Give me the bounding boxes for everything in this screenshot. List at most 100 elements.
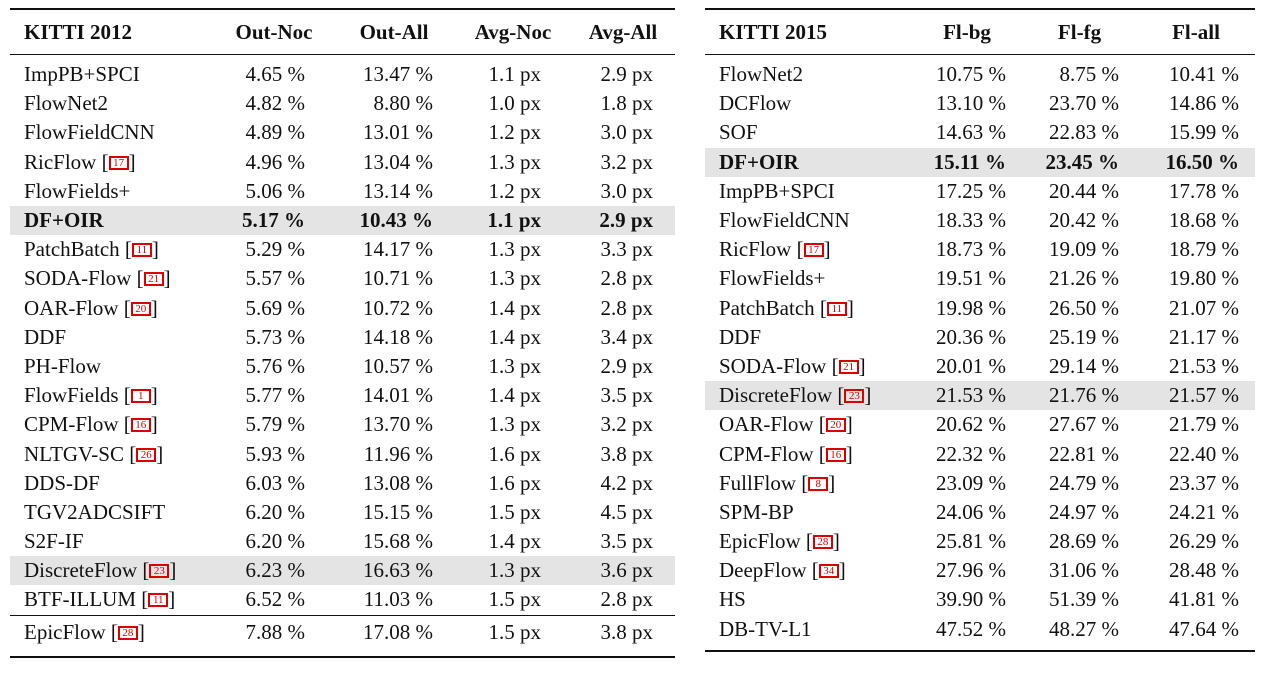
citation-link[interactable]: 23 bbox=[844, 389, 865, 404]
method-name: DDF bbox=[24, 324, 67, 349]
citation-link[interactable]: 26 bbox=[136, 447, 157, 462]
table-row: RicFlow [17] 18.73 % 19.09 % 18.79 % bbox=[705, 235, 1255, 264]
method-name: OAR-Flow bbox=[719, 412, 814, 437]
method-name-cell: DF+OIR bbox=[10, 205, 215, 236]
method-name-cell: ImpPB+SPCI bbox=[705, 177, 912, 206]
value-cell: 3.2 px bbox=[600, 412, 654, 437]
value-cell: 1.8 px bbox=[600, 91, 654, 116]
value-cell: 21.26 % bbox=[1049, 266, 1119, 291]
method-name-cell: FlowFieldCNN bbox=[10, 118, 215, 147]
method-name: ImpPB+SPCI bbox=[719, 178, 835, 203]
value-cell: 27.96 % bbox=[936, 558, 1006, 583]
value-cell: 10.75 % bbox=[936, 62, 1006, 87]
table-row: OAR-Flow [20] 20.62 % 27.67 % 21.79 % bbox=[705, 410, 1255, 439]
value-cell: 5.76 % bbox=[245, 353, 306, 378]
value-cell: 14.86 % bbox=[1169, 91, 1239, 116]
method-name: DB-TV-L1 bbox=[719, 616, 812, 641]
value-cell: 3.6 px bbox=[571, 556, 675, 586]
method-name: ImpPB+SPCI bbox=[24, 62, 140, 87]
method-name-cell: RicFlow [17] bbox=[24, 149, 136, 174]
value-cell: 26.50 % bbox=[1049, 295, 1119, 320]
value-cell: 21.07 % bbox=[1169, 295, 1239, 320]
citation-link[interactable]: 16 bbox=[130, 418, 151, 433]
citation-link[interactable]: 20 bbox=[825, 418, 846, 433]
citation-link[interactable]: 11 bbox=[148, 593, 169, 608]
citation-link[interactable]: 11 bbox=[826, 301, 847, 316]
table-row: EpicFlow [28] 25.81 % 28.69 % 26.29 % bbox=[705, 527, 1255, 556]
method-name: PatchBatch bbox=[719, 295, 815, 320]
citation-link[interactable]: 23 bbox=[149, 564, 170, 579]
value-cell: 17.08 % bbox=[333, 614, 455, 658]
value-cell: 24.21 % bbox=[1169, 499, 1239, 524]
value-cell: 20.44 % bbox=[1049, 178, 1119, 203]
value-cell: 10.41 % bbox=[1169, 62, 1239, 87]
value-cell: 47.52 % bbox=[912, 614, 1022, 652]
method-name: FlowNet2 bbox=[719, 62, 803, 87]
table-row: RicFlow [17] 4.96 % 13.04 % 1.3 px 3.2 px bbox=[10, 148, 675, 177]
value-cell: 20.01 % bbox=[936, 353, 1006, 378]
table-row: ImpPB+SPCI 4.65 % 13.47 % 1.1 px 2.9 px bbox=[10, 55, 675, 90]
value-cell: 1.5 px bbox=[455, 614, 571, 658]
citation-link[interactable]: 34 bbox=[818, 564, 839, 579]
method-name: RicFlow bbox=[24, 149, 97, 174]
table-row: PH-Flow 5.76 % 10.57 % 1.3 px 2.9 px bbox=[10, 352, 675, 381]
value-cell: 1.3 px bbox=[488, 237, 542, 262]
value-cell: 23.70 % bbox=[1049, 91, 1119, 116]
table-row: FlowNet2 4.82 % 8.80 % 1.0 px 1.8 px bbox=[10, 89, 675, 118]
value-cell: 4.5 px bbox=[600, 499, 654, 524]
value-cell: 28.69 % bbox=[1049, 529, 1119, 554]
method-name: DDS-DF bbox=[24, 470, 100, 495]
value-cell: 5.79 % bbox=[245, 412, 306, 437]
value-cell: 22.81 % bbox=[1049, 441, 1119, 466]
method-name: SODA-Flow bbox=[24, 266, 132, 291]
method-name: FlowNet2 bbox=[24, 91, 108, 116]
value-cell: 10.57 % bbox=[363, 353, 433, 378]
method-name: EpicFlow bbox=[719, 529, 801, 554]
citation-link[interactable]: 16 bbox=[825, 447, 846, 462]
citation-link[interactable]: 28 bbox=[812, 535, 833, 550]
value-cell: 11.03 % bbox=[363, 587, 433, 612]
table-row: HS 39.90 % 51.39 % 41.81 % bbox=[705, 585, 1255, 614]
citation-link[interactable]: 17 bbox=[803, 243, 824, 258]
citation-link[interactable]: 17 bbox=[108, 155, 129, 170]
value-cell: 19.51 % bbox=[936, 266, 1006, 291]
value-cell: 15.99 % bbox=[1169, 120, 1239, 145]
value-cell: 13.04 % bbox=[363, 149, 433, 174]
value-cell: 14.63 % bbox=[936, 120, 1006, 145]
value-cell: 6.23 % bbox=[215, 556, 333, 586]
method-name-cell: DDF bbox=[10, 323, 215, 352]
table-row: DeepFlow [34] 27.96 % 31.06 % 28.48 % bbox=[705, 556, 1255, 585]
value-cell: 17.78 % bbox=[1169, 178, 1239, 203]
value-cell: 4.82 % bbox=[245, 91, 306, 116]
citation-link[interactable]: 20 bbox=[130, 301, 151, 316]
header-cell: Avg-All bbox=[571, 8, 675, 55]
table-row: S2F-IF 6.20 % 15.68 % 1.4 px 3.5 px bbox=[10, 527, 675, 556]
kitti-2012-header-row: KITTI 2012 Out-Noc Out-All Avg-Noc Avg-A… bbox=[10, 8, 675, 55]
method-name-cell: SOF bbox=[705, 118, 912, 147]
value-cell: 1.4 px bbox=[488, 324, 542, 349]
method-name-cell: PatchBatch [11] bbox=[24, 237, 159, 262]
citation-link[interactable]: 8 bbox=[808, 476, 829, 491]
value-cell: 10.72 % bbox=[363, 295, 433, 320]
method-name: OAR-Flow bbox=[24, 295, 119, 320]
value-cell: 2.8 px bbox=[600, 587, 654, 612]
citation-link[interactable]: 1 bbox=[130, 389, 151, 404]
table-row: FlowFields [1] 5.77 % 14.01 % 1.4 px 3.5 px bbox=[10, 381, 675, 410]
value-cell: 18.33 % bbox=[936, 208, 1006, 233]
method-name-cell: CPM-Flow [16] bbox=[24, 412, 158, 437]
value-cell: 11.96 % bbox=[363, 441, 433, 466]
value-cell: 22.83 % bbox=[1049, 120, 1119, 145]
citation-link[interactable]: 11 bbox=[131, 243, 152, 258]
citation-link[interactable]: 21 bbox=[143, 272, 164, 287]
citation-link[interactable]: 28 bbox=[117, 626, 138, 641]
value-cell: 1.4 px bbox=[488, 383, 542, 408]
method-name-cell: DB-TV-L1 bbox=[705, 614, 912, 652]
value-cell: 1.3 px bbox=[488, 353, 542, 378]
citation-link[interactable]: 21 bbox=[838, 359, 859, 374]
value-cell: 4.96 % bbox=[245, 149, 306, 174]
method-name: DF+OIR bbox=[719, 149, 799, 174]
method-name: FullFlow bbox=[719, 470, 797, 495]
value-cell: 13.10 % bbox=[936, 91, 1006, 116]
value-cell: 14.17 % bbox=[363, 237, 433, 262]
method-name: S2F-IF bbox=[24, 529, 84, 554]
